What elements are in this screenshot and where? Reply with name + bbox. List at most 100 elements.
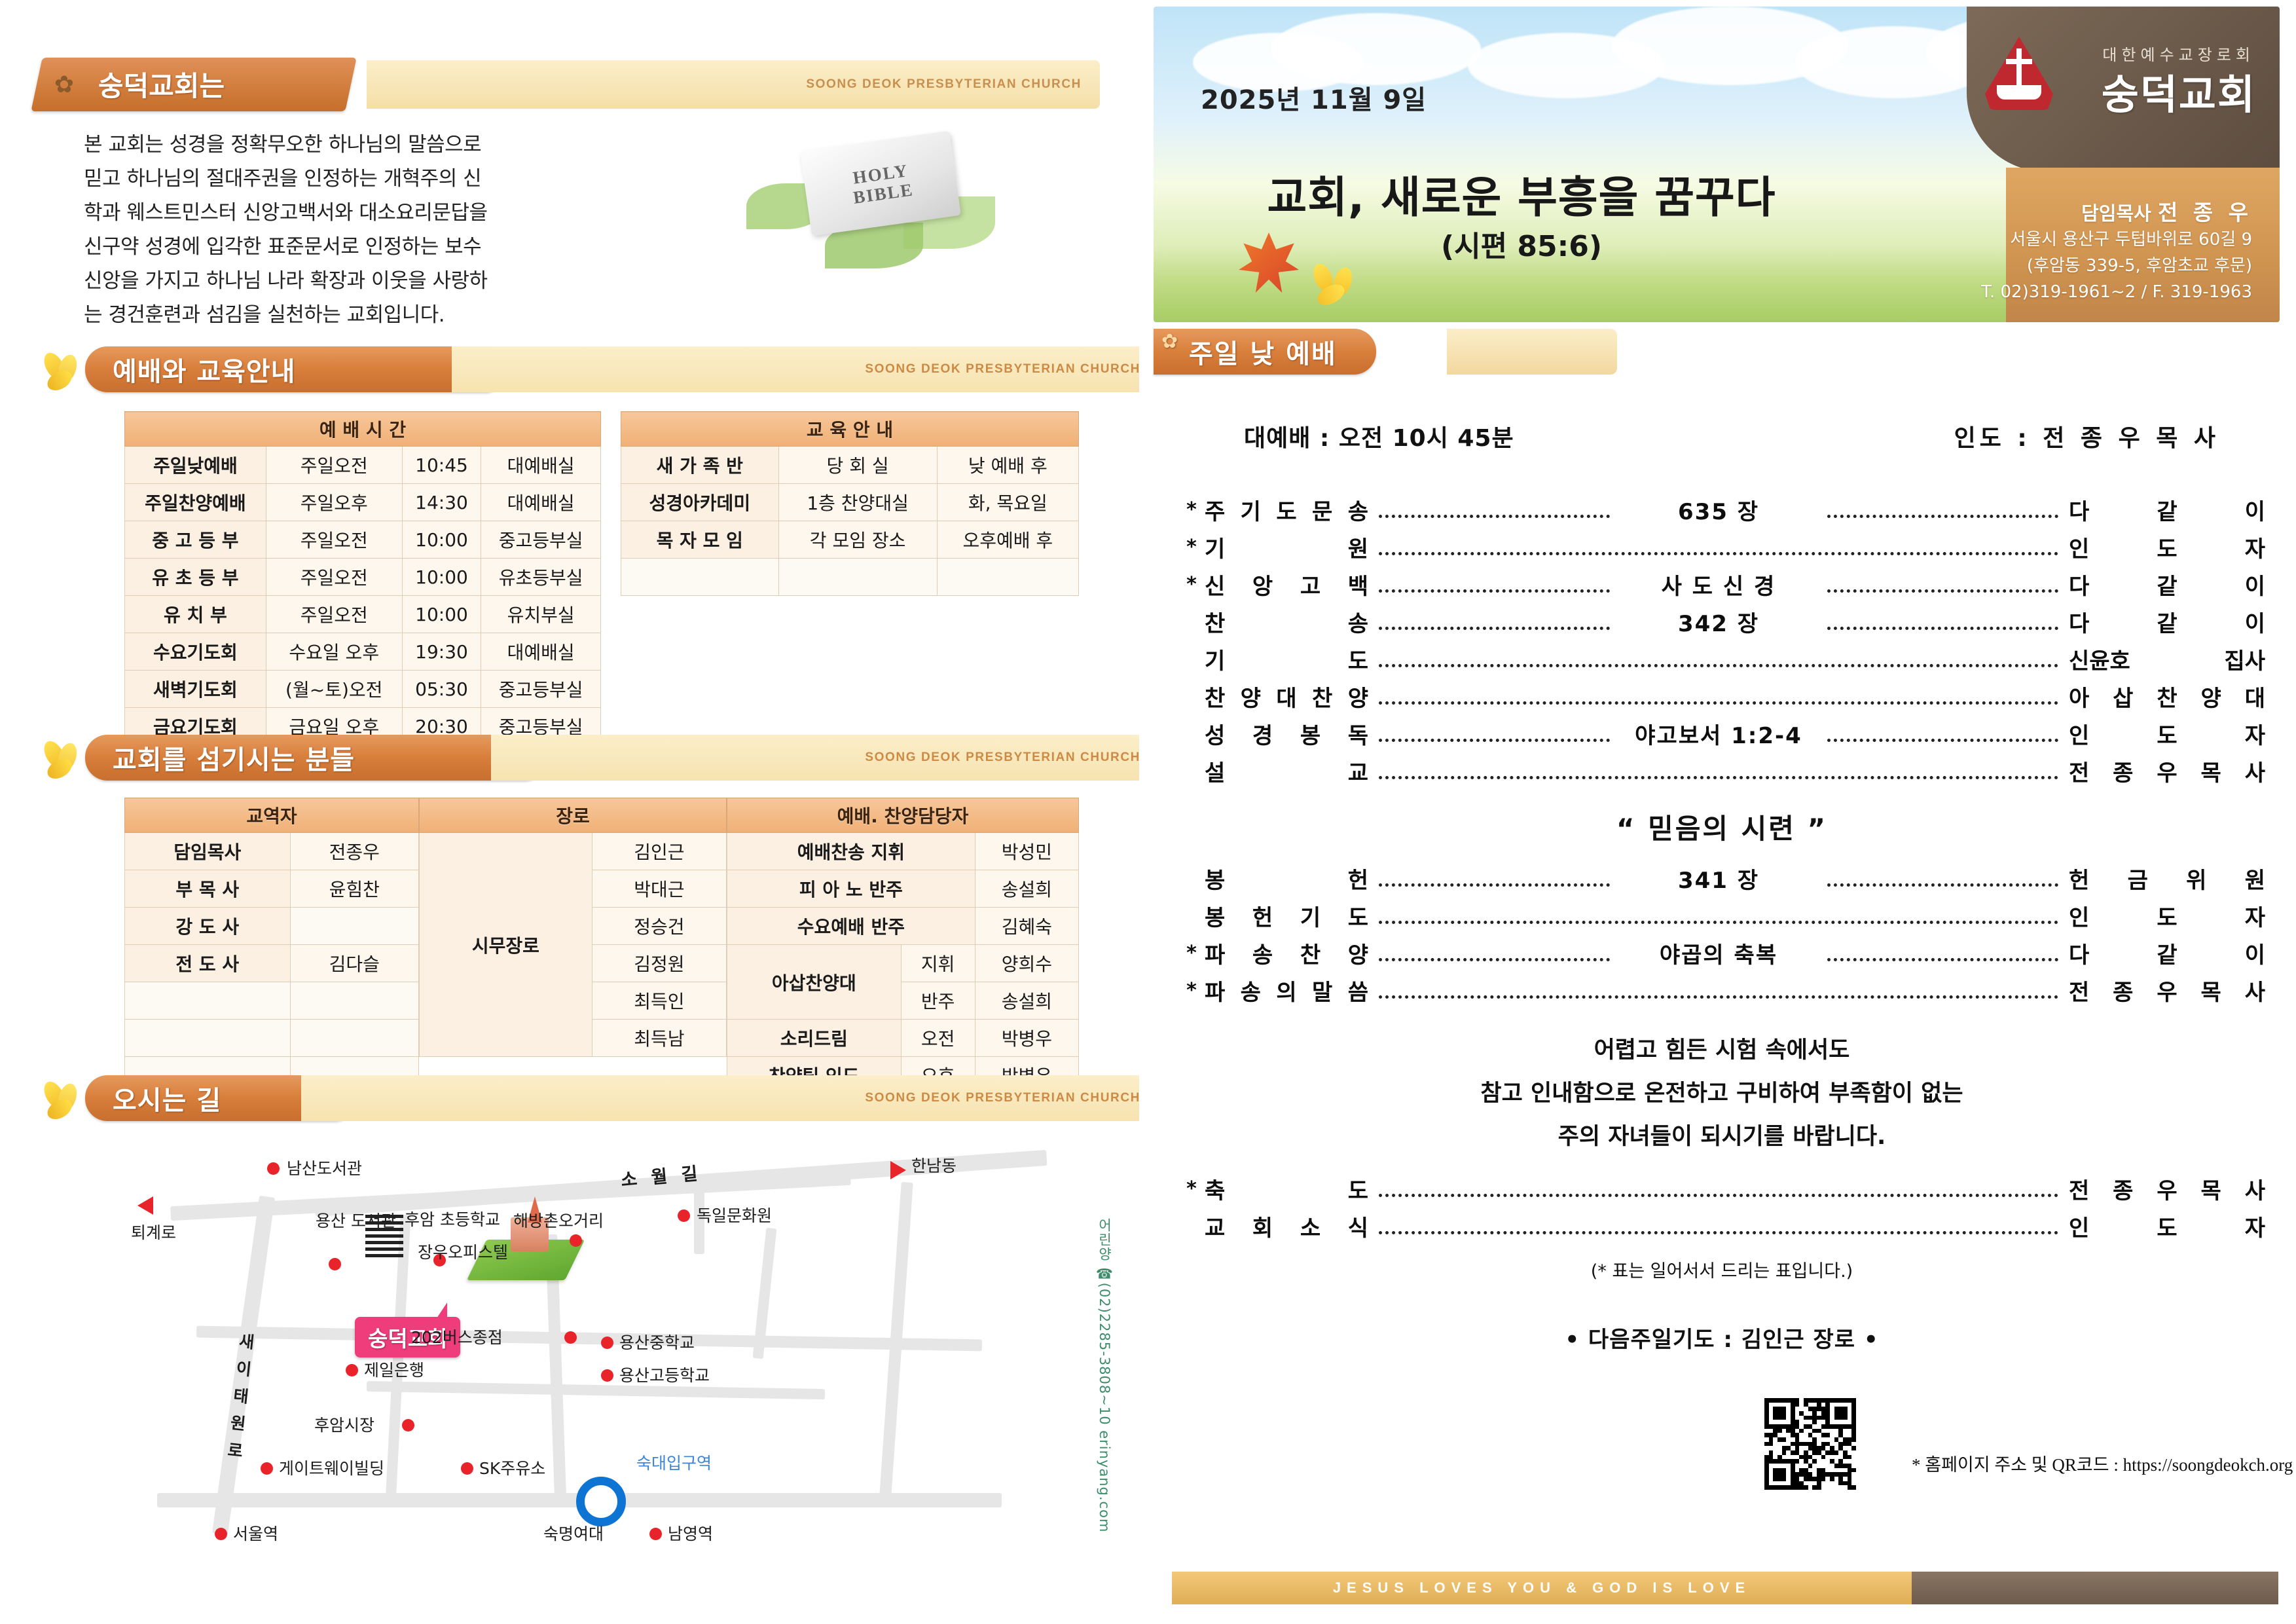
section-staff-tail: SOONG DEOK PRESBYTERIAN CHURCH [491,735,1159,781]
table-cell [778,558,938,596]
service-leader-label: 인도 : 전 종 우 목 사 [1954,425,2219,452]
table-cell: 10:00 [401,521,482,559]
bottom-brown-bar [1912,1572,2278,1604]
subway-station-icon [576,1477,626,1526]
table-cell: 화, 목요일 [936,483,1080,521]
table-cell: 05:30 [401,670,482,708]
table-cell: 대예배실 [481,483,601,521]
table-cell: 윤힘찬 [289,870,420,908]
standing-asterisk: * [1186,979,1197,1002]
map-arrow-icon [137,1196,153,1215]
leader-dots [1379,502,1610,518]
sermon-main-title: 교회, 새로운 부흥을 꿈꾸다 [1267,172,1776,223]
map-dot [564,1331,577,1344]
map-label-yongsan-library: 용산 도서관 [316,1211,396,1230]
table-row: 반주 송설희 [727,982,1080,1020]
service-banner-title: 주일 낮 예배 [1189,339,1337,369]
location-map[interactable]: 남산도서관 소 월 길 한남동 퇴계로 독일문화원 용산 도서관 후암 초등학교… [118,1136,1048,1562]
map-dot [678,1209,690,1222]
table-cell: 오후예배 후 [936,521,1080,559]
praise-header: 예배. 찬양담당자 [727,798,1079,833]
order-item-performer: 신윤호 집사 [2069,648,2265,674]
table-cell: 10:00 [401,558,482,596]
order-item-name: 신 앙 고 백 [1205,574,1368,600]
table-row: 수요기도회 수요일 오후 19:30 대예배실 [124,633,601,671]
order-item-detail: 야고보서 1:2-4 [1635,723,1802,749]
map-label-haebangchon: 해방촌오거리 [513,1211,604,1230]
leader-dots [1827,576,2058,593]
map-label-seoul-station: 서울역 [233,1524,279,1543]
table-row: 수요예배 반주 김혜숙 [727,907,1080,945]
sermon-message: 어렵고 힘든 시험 속에서도 참고 인내함으로 온전하고 구비하여 부족함이 없는… [1178,1029,2265,1158]
table-cell: 송설희 [974,870,1080,908]
map-label-gateway-building: 게이트웨이빌딩 [279,1459,385,1478]
map-dot [267,1162,280,1175]
next-week-prayer: • 다음주일기도 : 김인근 장로 • [1565,1327,1879,1353]
map-label-sookdae-station: 숙대입구역 [636,1454,712,1473]
order-item-detail: 341 장 [1677,868,1760,894]
standing-note: (* 표는 일어서서 드리는 표입니다.) [1590,1261,1853,1282]
leader-dots [1379,945,1610,961]
table-cell: 박성민 [974,832,1080,870]
table-row [621,558,1080,596]
bible-label: HOLY BIBLE [851,160,915,208]
map-label-itaewon-road: 새 이 태 원 로 [223,1332,257,1462]
table-cell: 중고등부실 [481,670,601,708]
order-item-name: 파 송 찬 양 [1205,942,1368,969]
table-row: 담임목사 전종우 [124,832,420,870]
table-cell: 대예배실 [481,446,601,484]
table-row: 최득남 [420,1019,727,1057]
bottom-slogan-bar: JESUS LOVES YOU & GOD IS LOVE [1172,1572,1912,1604]
map-dot [329,1258,341,1270]
church-address: 서울시 용산구 두텁바위로 60길 9 (후암동 339-5, 후암초교 후문)… [1981,227,2252,305]
order-item-name: 기 도 [1205,648,1368,674]
service-banner-pill: ✿ 주일 낮 예배 [1154,329,1376,375]
leader-dots [1379,726,1610,742]
table-cell: 주일오전 [265,558,403,596]
table-cell: 부 목 사 [124,870,291,908]
education-header: 교 육 안 내 [621,411,1079,447]
standing-asterisk: * [1186,498,1197,521]
table-cell [621,558,779,596]
table-cell: 주일낮예배 [124,446,266,484]
address-line-3: T. 02)319-1961~2 / F. 319-1963 [1981,282,2252,302]
section-worship-title: 예배와 교육안내 [113,357,296,387]
map-label-yongsan-high: 용산고등학교 [619,1366,710,1385]
section-worship-title-pill: 예배와 교육안내 [85,346,507,392]
order-row: 성 경 봉 독 야고보서 1:2-4 인 도 자 [1178,715,2265,752]
section-map-title: 오시는 길 [113,1086,222,1116]
left-panel: ✿ 숭덕교회는 SOONG DEOK PRESBYTERIAN CHURCH 본… [0,0,1159,1624]
intro-paragraph: 본 교회는 성경을 정확무오한 하나님의 말씀으로 믿고 하나님의 절대주권을 … [84,133,488,327]
map-dot [433,1254,446,1266]
section-map-banner: 오시는 길 SOONG DEOK PRESBYTERIAN CHURCH [37,1073,1159,1124]
denomination-label: 대한예수교장로회 [2102,46,2255,64]
leader-dots [1379,688,2058,705]
table-cell: 예배찬송 지휘 [727,832,975,870]
table-cell: 아삽찬양대 [727,944,902,1020]
church-map-pin[interactable]: 숭덕교회 [355,1302,461,1357]
order-item-name: 찬 송 [1205,611,1368,637]
table-cell: 주일오전 [265,595,403,633]
table-cell [124,1019,291,1057]
service-time-label: 대예배 : 오전 10시 45분 [1244,425,1514,452]
table-cell: 주일오전 [265,521,403,559]
map-label-jeil-bank: 제일은행 [364,1361,425,1380]
table-cell: 정승건 [591,907,727,945]
table-cell [289,907,420,945]
table-cell: 강 도 사 [124,907,291,945]
table-row: 강 도 사 [124,907,420,945]
table-cell: 1층 찬양대실 [778,483,938,521]
leader-dots [1379,908,2058,924]
map-label-namsan-library: 남산도서관 [287,1159,363,1178]
map-arrow-icon [890,1161,906,1179]
map-dot [570,1234,582,1247]
table-cell: 주일오전 [265,446,403,484]
qr-code[interactable] [1764,1398,1856,1490]
table-cell: 유치부실 [481,595,601,633]
